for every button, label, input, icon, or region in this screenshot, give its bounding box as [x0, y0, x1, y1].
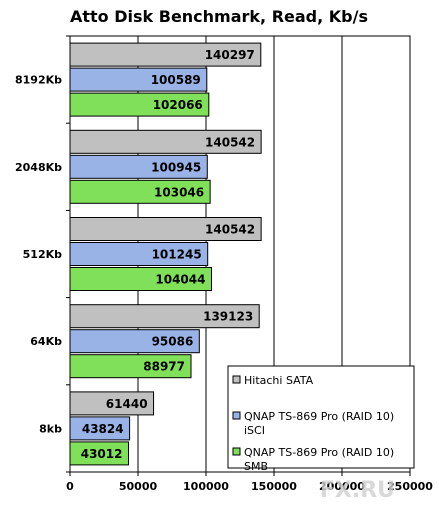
data-label: 140542 [205, 135, 255, 149]
x-tick-label: 0 [66, 480, 74, 493]
legend-label: Hitachi SATA [244, 374, 314, 387]
legend-swatch [232, 411, 241, 420]
data-label: 43824 [82, 422, 124, 436]
data-label: 101245 [152, 248, 202, 262]
watermark-logo: FX.RU [320, 478, 395, 503]
data-label: 102066 [153, 98, 203, 112]
category-label: 8kb [39, 422, 62, 435]
legend-label: QNAP TS-869 Pro (RAID 10) [244, 410, 394, 423]
category-label: 2048Kb [15, 161, 62, 174]
x-tick-label: 200000 [319, 480, 365, 493]
data-label: 104044 [155, 273, 205, 287]
category-label: 8192Kb [15, 74, 62, 87]
data-label: 95086 [152, 335, 194, 349]
data-label: 103046 [154, 185, 204, 199]
x-tick-label: 100000 [183, 480, 229, 493]
legend-label: iSCI [244, 424, 265, 437]
data-label: 88977 [143, 360, 185, 374]
category-label: 64Kb [30, 335, 62, 348]
data-label: 100945 [151, 160, 201, 174]
legend-label: QNAP TS-869 Pro (RAID 10) [244, 446, 394, 459]
legend-swatch [232, 375, 241, 384]
data-label: 140297 [205, 48, 255, 62]
legend-swatch [232, 447, 241, 456]
data-label: 61440 [106, 397, 148, 411]
legend-box [227, 365, 415, 469]
data-label: 140542 [205, 223, 255, 237]
data-label: 43012 [81, 447, 123, 461]
data-label: 139123 [203, 310, 253, 324]
chart-title: Atto Disk Benchmark, Read, Kb/s [70, 7, 368, 26]
plot-border [69, 35, 411, 473]
category-label: 512Kb [23, 248, 62, 261]
x-tick-label: 250000 [387, 480, 433, 493]
data-label: 100589 [151, 73, 201, 87]
x-tick-label: 50000 [119, 480, 158, 493]
x-tick-label: 150000 [251, 480, 297, 493]
legend-label: SMB [244, 460, 268, 473]
